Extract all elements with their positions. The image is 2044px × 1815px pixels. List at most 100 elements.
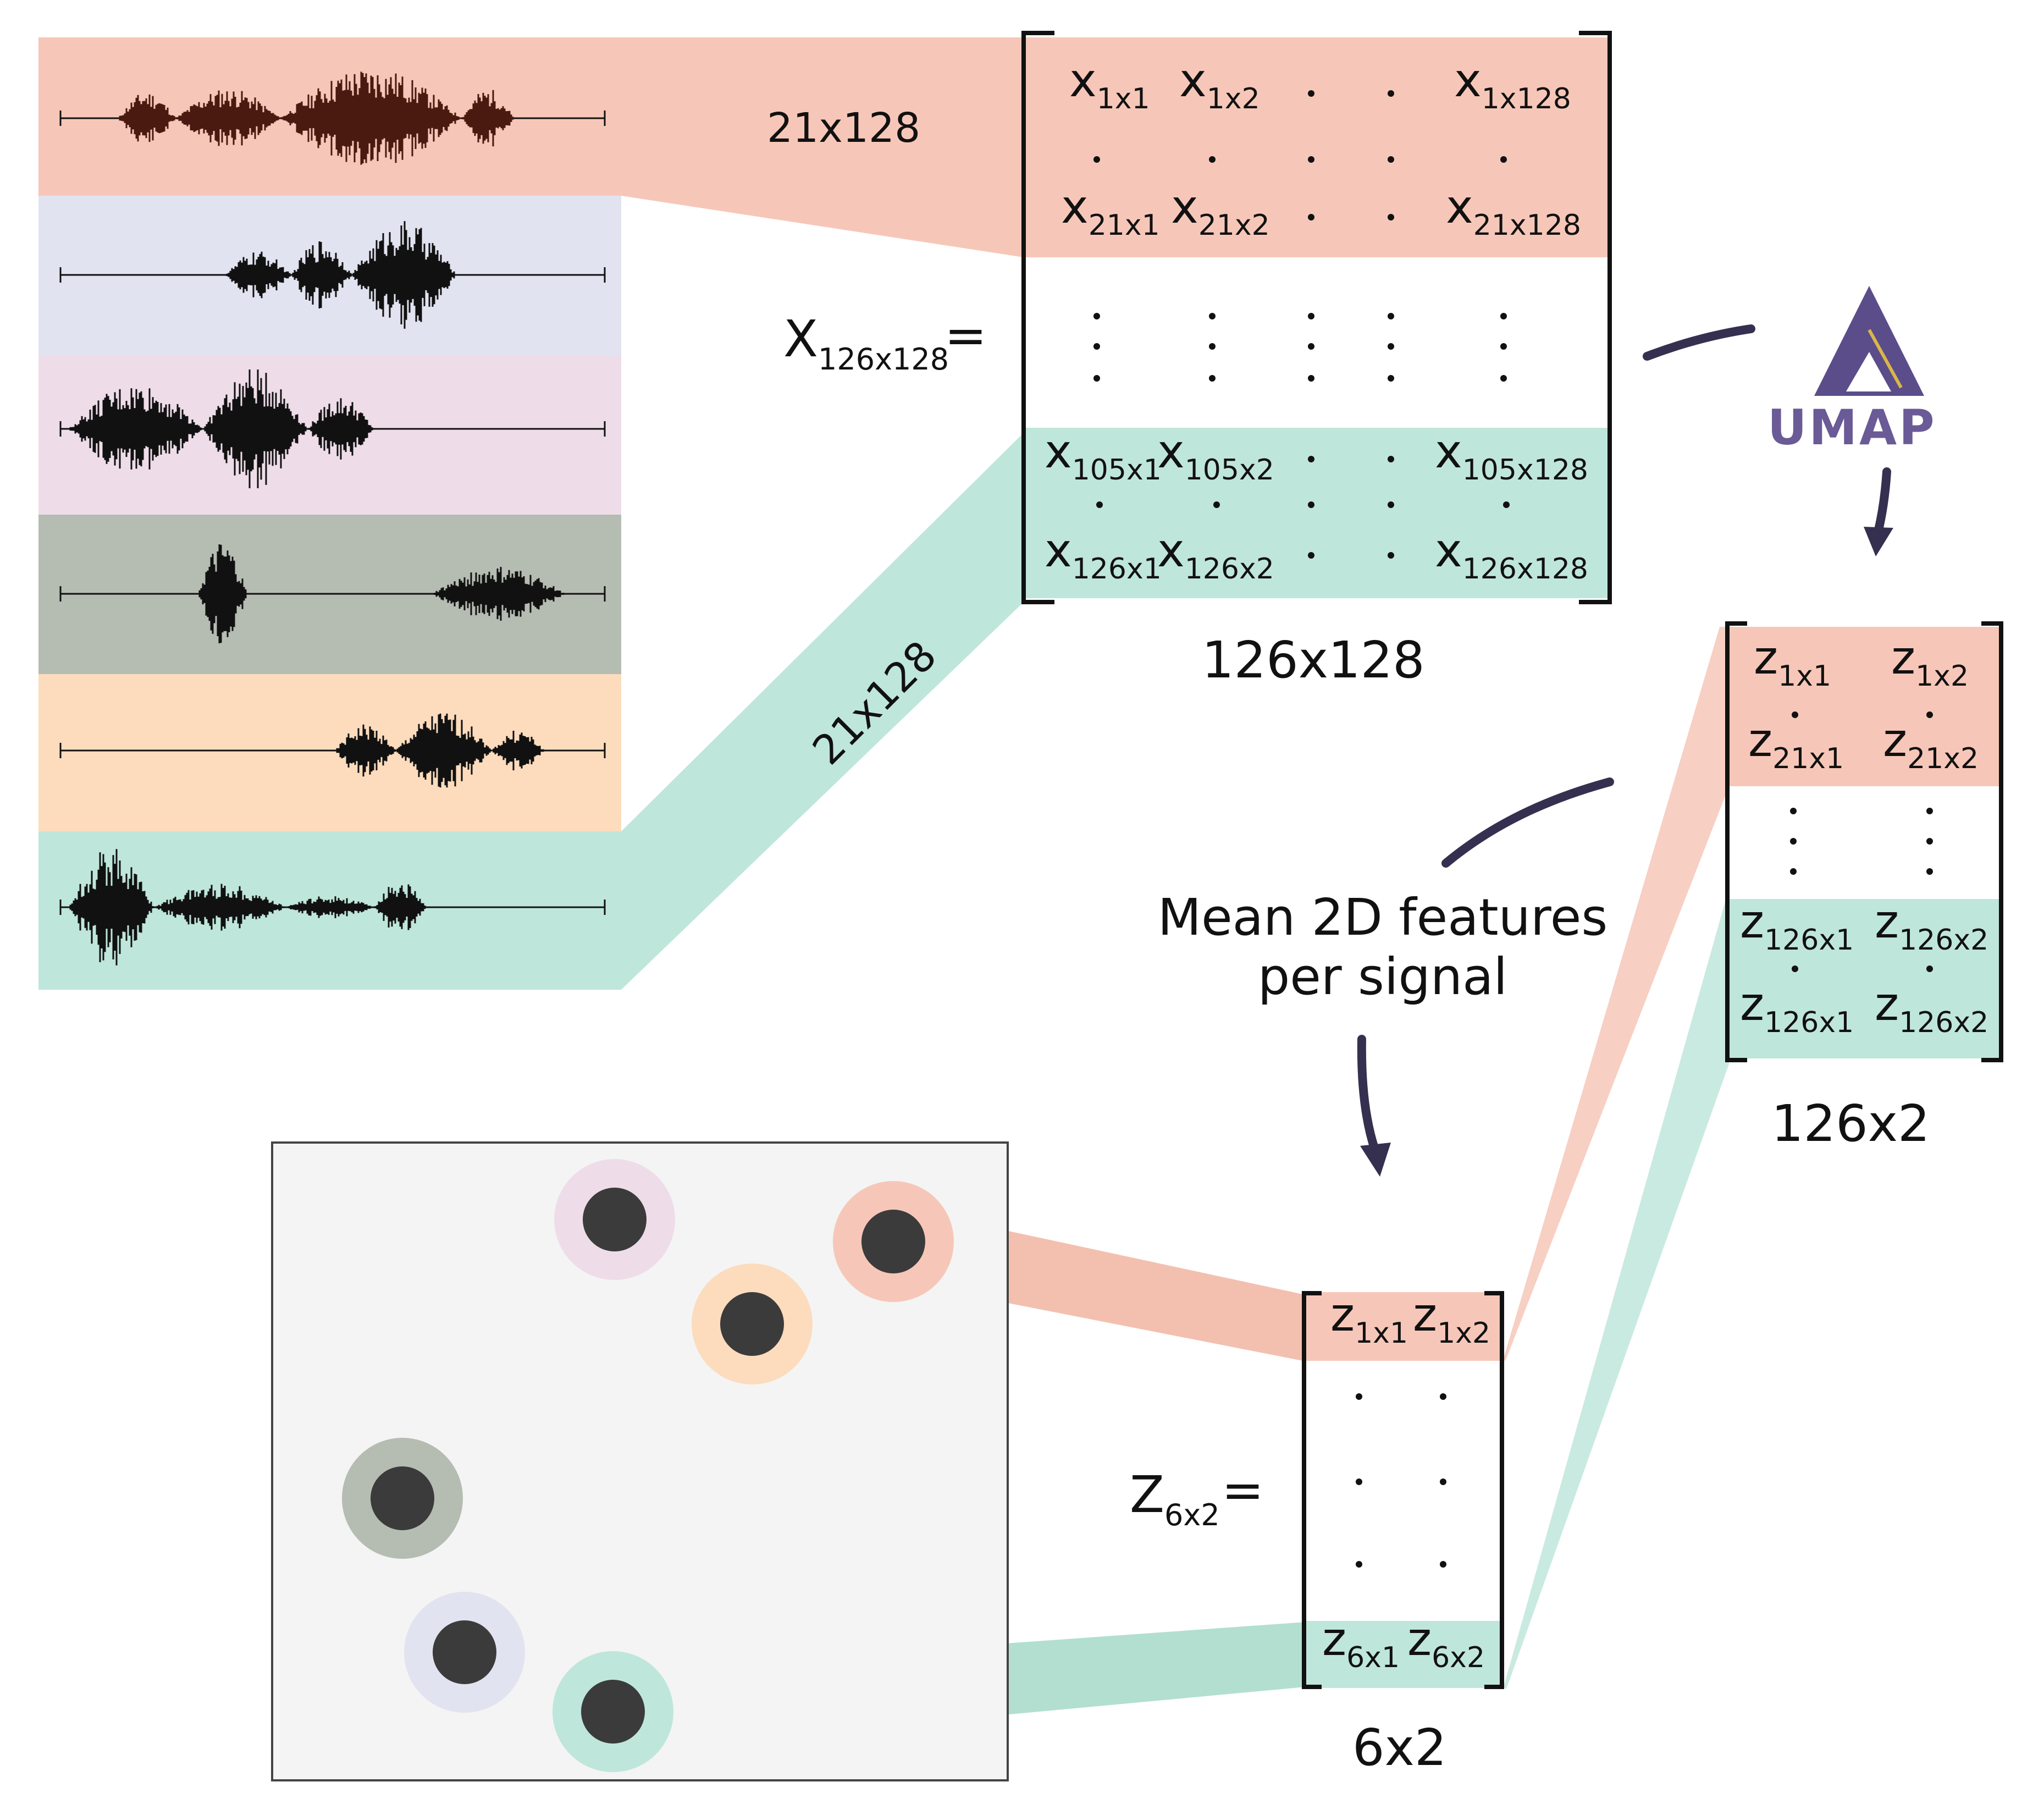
x-entry-r3-c1: x105x1 [1045, 424, 1162, 487]
x-vdot-2 [1308, 156, 1314, 163]
x-entry-r3-c1-sub: 105x1 [1072, 454, 1162, 487]
x-entry-r1-c3: x1x128 [1454, 53, 1571, 115]
arrow-caption-to-mean [1357, 1035, 1391, 1177]
z-entry-r1-c1-base: z [1754, 631, 1778, 685]
x-entry-r1-c3-base: x [1454, 53, 1482, 107]
z-mean-entry-r1-c1-base: z [1330, 1288, 1355, 1342]
x-entry-r1-c2: x1x2 [1179, 53, 1260, 115]
x-entry-r3-c3-sub: 105x128 [1462, 454, 1588, 487]
x-entry-r2-c2-base: x [1171, 180, 1198, 234]
z-mean-name-sub: 6x2 [1164, 1498, 1220, 1532]
z-mean-name-base: Z [1130, 1465, 1164, 1524]
signal-waveform-6 [69, 849, 426, 966]
scatter-point-5 [433, 1620, 496, 1684]
x-dot-0 [1308, 90, 1314, 97]
x-entry-r4-c3-sub: 126x128 [1462, 553, 1588, 586]
x-entry-r2-c3-sub: 21x128 [1473, 209, 1581, 242]
x-matrix-bottom-band [1024, 428, 1607, 598]
z-entry-r1-c1: z1x1 [1754, 631, 1831, 693]
z-vdot-0 [1792, 711, 1798, 718]
x-ellipsis-1-1 [1209, 343, 1216, 350]
x-entry-r4-c2-base: x [1157, 523, 1185, 577]
z-matrix-bottom-band [1726, 899, 2001, 1058]
z-vdot-2 [1792, 966, 1798, 972]
scatter-point-1 [583, 1188, 647, 1251]
z-entry-r1-c2-sub: 1x2 [1915, 660, 1969, 693]
x-entry-r4-c1-base: x [1045, 523, 1072, 577]
umap-logo-triangle [1814, 286, 1924, 396]
arrow-umap-to-z [1864, 467, 1893, 556]
arrow-x-to-umap [1643, 324, 1755, 361]
x-entry-r1-c3-sub: 1x128 [1482, 82, 1571, 115]
x-ellipsis-3-1 [1388, 343, 1394, 350]
x-entry-r3-c1-base: x [1045, 424, 1072, 478]
z-entry-r1-c2-base: z [1891, 631, 1915, 685]
z-entry-r1-c1-sub: 1x1 [1778, 660, 1831, 693]
x-matrix-name-sub: 126x128 [818, 342, 949, 377]
z-mean-right-bracket [1484, 1291, 1504, 1689]
z-ellipsis-1-1 [1926, 838, 1933, 845]
z-mean-entry-r1-c2-sub: 1x2 [1437, 1317, 1490, 1350]
x-matrix-top-band [1024, 37, 1607, 257]
x-ellipsis-4-0 [1500, 313, 1507, 319]
x-entry-r1-c2-sub: 1x2 [1207, 82, 1260, 115]
x-matrix-right-bracket [1579, 31, 1612, 604]
z-mean-size: 6x2 [1352, 1718, 1447, 1777]
z-vdot-3 [1926, 966, 1933, 972]
x-entry-r2-c3: x21x128 [1446, 180, 1581, 242]
signal-waveform-3 [69, 369, 373, 488]
signal-waveform-1 [119, 71, 514, 165]
x-ellipsis-2-2 [1308, 375, 1314, 382]
umap-logo-accent-line [1868, 329, 1903, 389]
x-dot-7 [1388, 552, 1394, 559]
x-entry-r4-c1: x126x1 [1045, 523, 1162, 586]
umap-logo-triangle-inner [1846, 352, 1891, 391]
z-mean-ellipsis-0-1 [1356, 1479, 1362, 1485]
x-vdot-3 [1388, 156, 1394, 163]
z-entry-r3-c1-base: z [1740, 895, 1764, 948]
z-matrix-size: 126x2 [1771, 1094, 1930, 1153]
z-mean-entry-r2-c2-sub: 6x2 [1432, 1641, 1485, 1674]
x-ellipsis-4-1 [1500, 343, 1507, 350]
signal-waveform-5 [336, 713, 544, 788]
x-entry-r4-c2-sub: 126x2 [1185, 553, 1274, 586]
z-mean-entry-r1-c2: z1x2 [1413, 1288, 1490, 1350]
x-entry-r3-c2-sub: 105x2 [1185, 454, 1274, 487]
z-entry-r2-c1-sub: 21x1 [1772, 742, 1844, 775]
x-dot-6 [1308, 552, 1314, 559]
z-mean-entry-r1-c1: z1x1 [1330, 1288, 1408, 1350]
x-dot-2 [1308, 214, 1314, 220]
x-entry-r4-c1-sub: 126x1 [1072, 553, 1162, 586]
z-entry-r2-c2-base: z [1883, 713, 1907, 767]
x-vdot-5 [1096, 501, 1103, 508]
x-entry-r3-c3-base: x [1435, 424, 1462, 478]
x-ellipsis-0-2 [1093, 375, 1100, 382]
z-mean-entry-r1-c2-base: z [1413, 1288, 1437, 1342]
x-entry-r2-c2-sub: 21x2 [1198, 209, 1270, 242]
x-entry-r2-c1-sub: 21x1 [1089, 209, 1160, 242]
x-vdot-0 [1093, 156, 1100, 163]
x-entry-r2-c1-base: x [1061, 180, 1089, 234]
arrow-z-to-caption [1441, 777, 1614, 868]
z-ellipsis-0-0 [1790, 808, 1797, 814]
z-mean-top-band [1302, 1292, 1502, 1361]
z-entry-r4-c2: z126x2 [1875, 977, 1988, 1039]
x-vdot-4 [1500, 156, 1507, 163]
x-entry-r2-c2: x21x2 [1171, 180, 1270, 242]
z-entry-r3-c2: z126x2 [1875, 895, 1988, 957]
z-entry-r4-c1-sub: 126x1 [1764, 1006, 1854, 1039]
z-mean-entry-r2-c2: z6x2 [1407, 1612, 1485, 1674]
x-matrix-name: X126x128 [783, 310, 949, 377]
z-entry-r3-c2-sub: 126x2 [1899, 924, 1988, 957]
x-entry-r3-c2-base: x [1157, 424, 1185, 478]
z-mean-equals: = [1222, 1461, 1264, 1520]
scatter-point-4 [371, 1466, 434, 1530]
z-ellipsis-0-2 [1790, 868, 1797, 875]
x-entry-r4-c3: x126x128 [1435, 523, 1588, 586]
z-ellipsis-1-0 [1926, 808, 1933, 814]
z-mean-name: Z6x2 [1130, 1465, 1220, 1532]
z-matrix-left-bracket [1725, 621, 1747, 1062]
x-matrix-size: 126x128 [1202, 631, 1425, 689]
